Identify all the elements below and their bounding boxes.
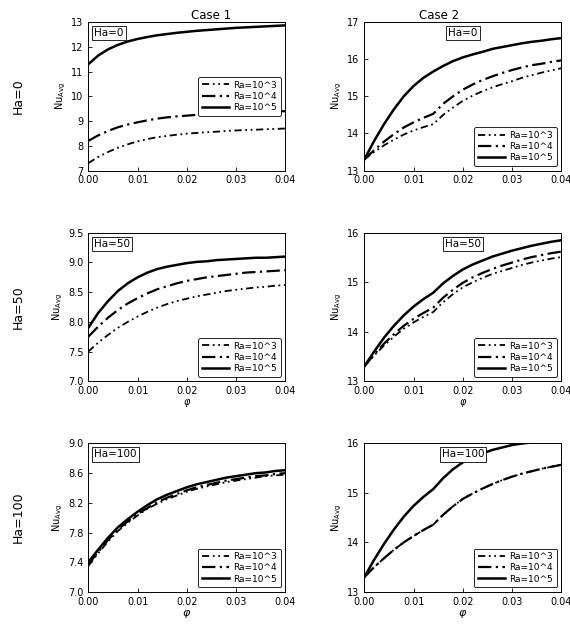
Text: Ha=50: Ha=50 (445, 239, 481, 249)
Text: Ha=100: Ha=100 (442, 449, 484, 460)
X-axis label: $\varphi$: $\varphi$ (182, 608, 192, 620)
Text: Ha=100: Ha=100 (94, 449, 137, 460)
Legend: Ra=10^3, Ra=10^4, Ra=10^5: Ra=10^3, Ra=10^4, Ra=10^5 (198, 77, 281, 116)
Legend: Ra=10^3, Ra=10^4, Ra=10^5: Ra=10^3, Ra=10^4, Ra=10^5 (474, 338, 557, 377)
Y-axis label: Nu$_{\rm Avg}$: Nu$_{\rm Avg}$ (330, 82, 344, 110)
Legend: Ra=10^3, Ra=10^4, Ra=10^5: Ra=10^3, Ra=10^4, Ra=10^5 (198, 549, 281, 587)
Text: Ha=0: Ha=0 (448, 28, 478, 38)
Legend: Ra=10^3, Ra=10^4, Ra=10^5: Ra=10^3, Ra=10^4, Ra=10^5 (474, 127, 557, 166)
Y-axis label: Nu$_{\rm Avg}$: Nu$_{\rm Avg}$ (51, 293, 65, 321)
X-axis label: $\varphi$: $\varphi$ (459, 398, 467, 410)
Y-axis label: Nu$_{\rm Avg}$: Nu$_{\rm Avg}$ (330, 293, 344, 321)
Text: Ha=0: Ha=0 (94, 28, 124, 38)
Text: Case 2: Case 2 (419, 9, 459, 23)
Text: Ha=50: Ha=50 (12, 285, 25, 329)
X-axis label: $\varphi$: $\varphi$ (458, 608, 467, 620)
Y-axis label: Nu$_{\rm Avg}$: Nu$_{\rm Avg}$ (330, 504, 344, 532)
Legend: Ra=10^3, Ra=10^4, Ra=10^5: Ra=10^3, Ra=10^4, Ra=10^5 (474, 549, 557, 587)
Text: Ha=100: Ha=100 (12, 492, 25, 544)
Y-axis label: Nu$_{\rm Avg}$: Nu$_{\rm Avg}$ (54, 82, 68, 110)
Text: Ha=0: Ha=0 (12, 78, 25, 114)
Y-axis label: Nu$_{\rm Avg}$: Nu$_{\rm Avg}$ (51, 504, 66, 532)
Legend: Ra=10^3, Ra=10^4, Ra=10^5: Ra=10^3, Ra=10^4, Ra=10^5 (198, 338, 281, 377)
Text: Ha=50: Ha=50 (94, 239, 131, 249)
Text: Case 1: Case 1 (191, 9, 231, 23)
X-axis label: $\varphi$: $\varphi$ (183, 398, 191, 410)
